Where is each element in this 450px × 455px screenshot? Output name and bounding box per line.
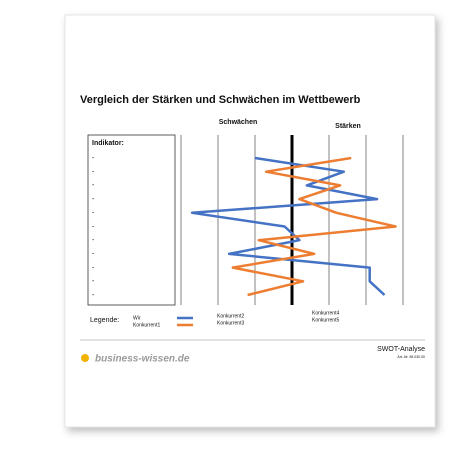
brand-dot (81, 354, 89, 362)
indicator-row: - (92, 223, 95, 230)
indicator-row: - (92, 264, 95, 271)
indicator-row: - (92, 251, 95, 258)
legend-entry: Konkurrent4 (312, 310, 339, 316)
indicator-row: - (92, 169, 95, 176)
series-line (231, 156, 397, 297)
indicator-row: - (92, 237, 95, 244)
legend-entry: Wir (133, 315, 141, 321)
doc-name: SWOT-Analyse (377, 346, 425, 353)
legend-entry: Konkurrent5 (312, 317, 339, 323)
title: Vergleich der Stärken und Schwächen im W… (80, 94, 361, 106)
indicator-row: - (92, 292, 95, 299)
indicator-row: - (92, 182, 95, 189)
indicator-row: - (92, 196, 95, 203)
brand: business-wissen.de (95, 354, 190, 365)
legend-entry: Konkurrent1 (133, 322, 160, 328)
legend-entry: Konkurrent3 (217, 320, 244, 326)
legend-label: Legende: (90, 317, 119, 324)
column-left: Schwächen (219, 119, 258, 126)
indicator-row: - (92, 210, 95, 217)
article-number: Art.-Nr. 98 030.00 (397, 355, 425, 359)
indicator-label: Indikator: (92, 140, 124, 147)
indicator-row: - (92, 278, 95, 285)
column-right: Stärken (335, 123, 361, 130)
indicator-row: - (92, 155, 95, 162)
indicator-box (87, 134, 176, 306)
legend-entry: Konkurrent2 (217, 313, 244, 319)
